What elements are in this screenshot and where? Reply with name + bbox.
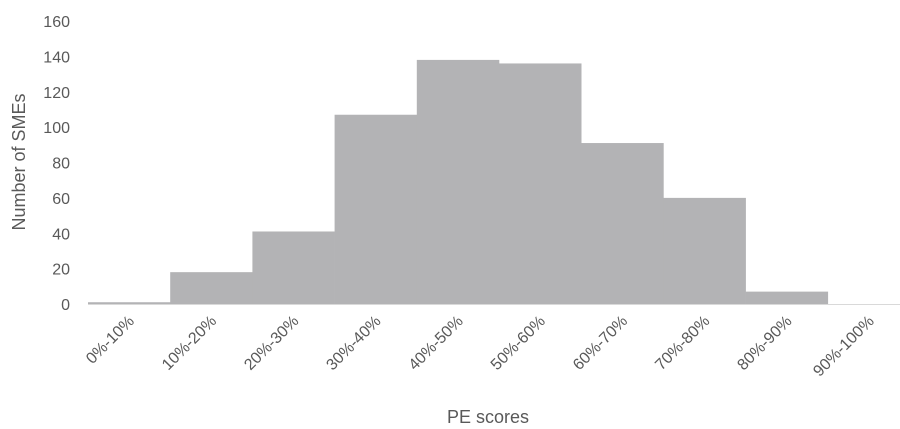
- bar-60%-70%: [581, 143, 664, 304]
- x-tick-label: 50%-60%: [488, 313, 549, 374]
- bar-50%-60%: [499, 63, 582, 305]
- y-tick-labels: 0 20 40 60 80 100 120 140 160: [43, 14, 70, 314]
- y-tick-label: 160: [43, 14, 70, 31]
- y-tick-label: 80: [52, 156, 70, 173]
- bar-20%-30%: [252, 231, 335, 304]
- bar-30%-40%: [334, 114, 418, 305]
- x-axis-title: PE scores: [447, 407, 529, 427]
- bars-layer: [88, 59, 829, 305]
- x-tick-label: 10%-20%: [159, 313, 220, 374]
- x-tick-labels: 0%-10% 10%-20% 20%-30% 30%-40% 40%-50% 50%-60…: [83, 313, 878, 380]
- x-tick-label: 70%-80%: [652, 313, 713, 374]
- x-tick-label: 0%-10%: [83, 313, 138, 368]
- y-tick-label: 60: [52, 191, 70, 208]
- bar-80%-90%: [745, 291, 829, 304]
- x-tick-label: 30%-40%: [323, 313, 384, 374]
- bar-10%-20%: [170, 272, 253, 304]
- x-tick-label: 20%-30%: [241, 313, 302, 374]
- bar-40%-50%: [416, 59, 500, 304]
- y-tick-label: 120: [43, 85, 70, 102]
- bar-70%-80%: [663, 197, 746, 305]
- x-tick-label: 40%-50%: [406, 313, 467, 374]
- y-tick-label: 20: [52, 262, 70, 279]
- bar-0%-10%: [88, 302, 171, 304]
- x-tick-label: 90%-100%: [810, 313, 877, 380]
- y-tick-label: 0: [61, 297, 70, 314]
- x-tick-label: 80%-90%: [734, 313, 795, 374]
- y-tick-label: 140: [43, 49, 70, 66]
- y-tick-label: 100: [43, 120, 70, 137]
- y-axis-title: Number of SMEs: [9, 93, 29, 230]
- y-tick-label: 40: [52, 226, 70, 243]
- x-tick-label: 60%-70%: [570, 313, 631, 374]
